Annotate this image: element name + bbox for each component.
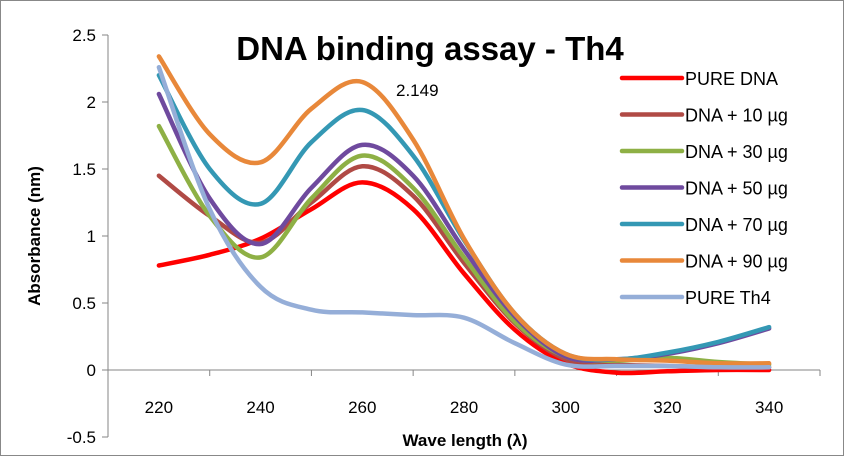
peak-annotation: 2.149 <box>396 81 439 100</box>
x-tick-label: 260 <box>348 398 376 417</box>
series-line-1 <box>156 180 772 376</box>
x-tick-label: 220 <box>145 398 173 417</box>
legend-label: PURE Th4 <box>685 288 771 308</box>
legend-label: DNA + 10 µg <box>685 106 788 126</box>
series-line-6 <box>156 54 772 366</box>
legend-label: DNA + 70 µg <box>685 215 788 235</box>
y-tick-label: 2.5 <box>72 26 96 45</box>
y-tick-label: -0.5 <box>67 428 96 447</box>
y-tick-label: 2 <box>87 93 96 112</box>
legend-label: DNA + 50 µg <box>685 179 788 199</box>
x-tick-label: 320 <box>653 398 681 417</box>
x-tick-label: 240 <box>246 398 274 417</box>
legend-label: DNA + 30 µg <box>685 142 788 162</box>
legend-label: PURE DNA <box>685 69 778 89</box>
x-tick-label: 280 <box>450 398 478 417</box>
series-line-3 <box>156 123 772 367</box>
y-tick-label: 1 <box>87 227 96 246</box>
y-tick-label: 1.5 <box>72 160 96 179</box>
y-axis-title: Absorbance (nm) <box>25 166 44 306</box>
x-tick-label: 300 <box>552 398 580 417</box>
y-tick-label: 0.5 <box>72 294 96 313</box>
legend-label: DNA + 90 µg <box>685 252 788 272</box>
y-tick-label: 0 <box>87 361 96 380</box>
x-axis-title: Wave length (λ) <box>403 431 528 450</box>
chart-title: DNA binding assay - Th4 <box>236 30 624 67</box>
x-tick-label: 340 <box>755 398 783 417</box>
series-line-7 <box>156 64 772 370</box>
